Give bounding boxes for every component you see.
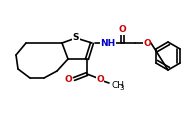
Text: O: O — [118, 25, 126, 34]
Text: S: S — [73, 33, 79, 43]
Text: O: O — [64, 75, 72, 84]
Text: O: O — [143, 38, 151, 47]
Text: 3: 3 — [119, 85, 123, 91]
Text: CH: CH — [111, 80, 124, 90]
Text: NH: NH — [100, 38, 116, 47]
Text: O: O — [96, 75, 104, 84]
